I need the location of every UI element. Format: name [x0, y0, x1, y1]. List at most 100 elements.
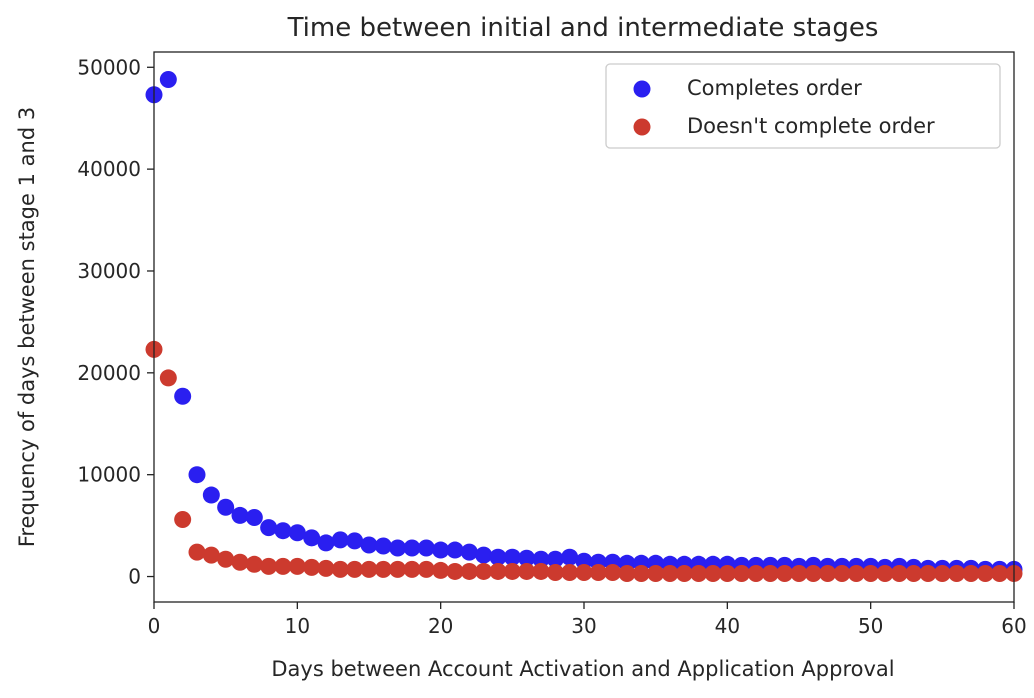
data-point-series-0 [360, 536, 378, 554]
x-axis: 0 10 20 30 40 50 60 [148, 602, 1027, 638]
data-point-series-1 [948, 564, 966, 582]
data-point-series-0 [245, 508, 263, 526]
data-point-series-0 [274, 522, 292, 540]
data-point-series-1 [905, 564, 923, 582]
data-point-series-1 [518, 562, 536, 580]
data-point-series-1 [503, 562, 521, 580]
data-point-series-0 [260, 519, 278, 537]
y-tick-label: 50000 [77, 55, 141, 79]
data-point-series-1 [862, 564, 880, 582]
x-tick-label: 20 [428, 614, 453, 638]
data-point-series-0 [331, 531, 349, 549]
x-tick-label: 50 [858, 614, 883, 638]
y-tick-label: 40000 [77, 157, 141, 181]
data-point-series-1 [374, 560, 392, 578]
data-point-series-1 [618, 564, 636, 582]
data-point-series-1 [331, 560, 349, 578]
data-point-series-1 [489, 562, 507, 580]
data-point-series-1 [288, 557, 306, 575]
legend-box [605, 63, 1001, 149]
data-point-series-1 [890, 564, 908, 582]
x-tick-label: 10 [285, 614, 310, 638]
legend-marker [633, 80, 651, 98]
data-point-series-0 [561, 548, 579, 566]
data-point-series-1 [991, 564, 1009, 582]
data-point-series-0 [389, 539, 407, 557]
data-point-series-0 [174, 387, 192, 405]
data-point-series-1 [217, 550, 235, 568]
data-point-series-0 [446, 541, 464, 559]
data-point-series-1 [819, 564, 837, 582]
data-point-series-1 [718, 564, 736, 582]
legend-label: Doesn't complete order [687, 114, 935, 138]
x-tick-label: 30 [571, 614, 596, 638]
x-tick-label: 40 [715, 614, 740, 638]
data-point-series-0 [518, 549, 536, 567]
data-point-series-1 [475, 562, 493, 580]
data-point-series-0 [546, 550, 564, 568]
y-axis-label: Frequency of days between stage 1 and 3 [15, 107, 39, 547]
data-point-series-1 [417, 560, 435, 578]
data-point-series-0 [532, 550, 550, 568]
data-point-series-1 [647, 564, 665, 582]
data-point-series-1 [761, 564, 779, 582]
data-point-series-1 [790, 564, 808, 582]
data-point-series-1 [876, 564, 894, 582]
data-point-series-1 [174, 511, 192, 528]
data-point-series-1 [231, 553, 249, 571]
data-point-series-1 [575, 563, 593, 581]
data-point-series-0 [432, 541, 450, 559]
data-point-series-1 [446, 562, 464, 580]
data-point-series-0 [374, 537, 392, 555]
data-point-series-1 [561, 563, 579, 581]
data-point-series-1 [188, 543, 206, 561]
y-tick-label: 0 [128, 565, 141, 589]
data-point-series-0 [231, 506, 249, 524]
x-tick-label: 0 [148, 614, 161, 638]
data-point-series-0 [417, 539, 435, 557]
data-point-series-1 [747, 564, 765, 582]
data-point-series-0 [503, 548, 521, 566]
data-point-series-1 [432, 561, 450, 579]
x-tick-label: 60 [1001, 614, 1026, 638]
data-point-series-0 [303, 529, 321, 547]
data-point-series-1 [159, 369, 177, 387]
y-tick-label: 10000 [77, 463, 141, 487]
data-point-series-1 [245, 555, 263, 573]
data-point-series-1 [632, 564, 650, 582]
data-point-series-0 [188, 466, 206, 484]
data-point-series-1 [919, 564, 937, 582]
data-point-series-1 [675, 564, 693, 582]
data-point-series-0 [346, 532, 364, 550]
data-point-series-0 [403, 539, 421, 557]
legend-label: Completes order [687, 76, 862, 100]
data-point-series-1 [833, 564, 851, 582]
data-point-series-0 [288, 524, 306, 542]
data-point-series-1 [976, 564, 994, 582]
data-point-series-1 [546, 563, 564, 581]
data-point-series-1 [360, 560, 378, 578]
legend-marker [633, 118, 651, 136]
data-point-series-0 [317, 534, 335, 552]
data-point-series-1 [704, 564, 722, 582]
x-axis-label: Days between Account Activation and Appl… [271, 657, 894, 681]
data-point-series-1 [274, 557, 292, 575]
data-point-series-1 [260, 557, 278, 575]
data-point-series-1 [690, 564, 708, 582]
chart-title: Time between initial and intermediate st… [287, 13, 879, 43]
data-point-series-1 [589, 563, 607, 581]
data-point-series-1 [403, 560, 421, 578]
data-point-series-1 [532, 562, 550, 580]
data-point-series-1 [804, 564, 822, 582]
data-point-series-1 [389, 560, 407, 578]
y-tick-label: 30000 [77, 259, 141, 283]
data-point-series-1 [303, 558, 321, 576]
data-point-series-1 [933, 564, 951, 582]
data-point-series-1 [733, 564, 751, 582]
data-point-series-1 [202, 546, 220, 564]
data-point-series-1 [776, 564, 794, 582]
data-point-series-0 [460, 543, 478, 561]
data-point-series-1 [604, 563, 622, 581]
